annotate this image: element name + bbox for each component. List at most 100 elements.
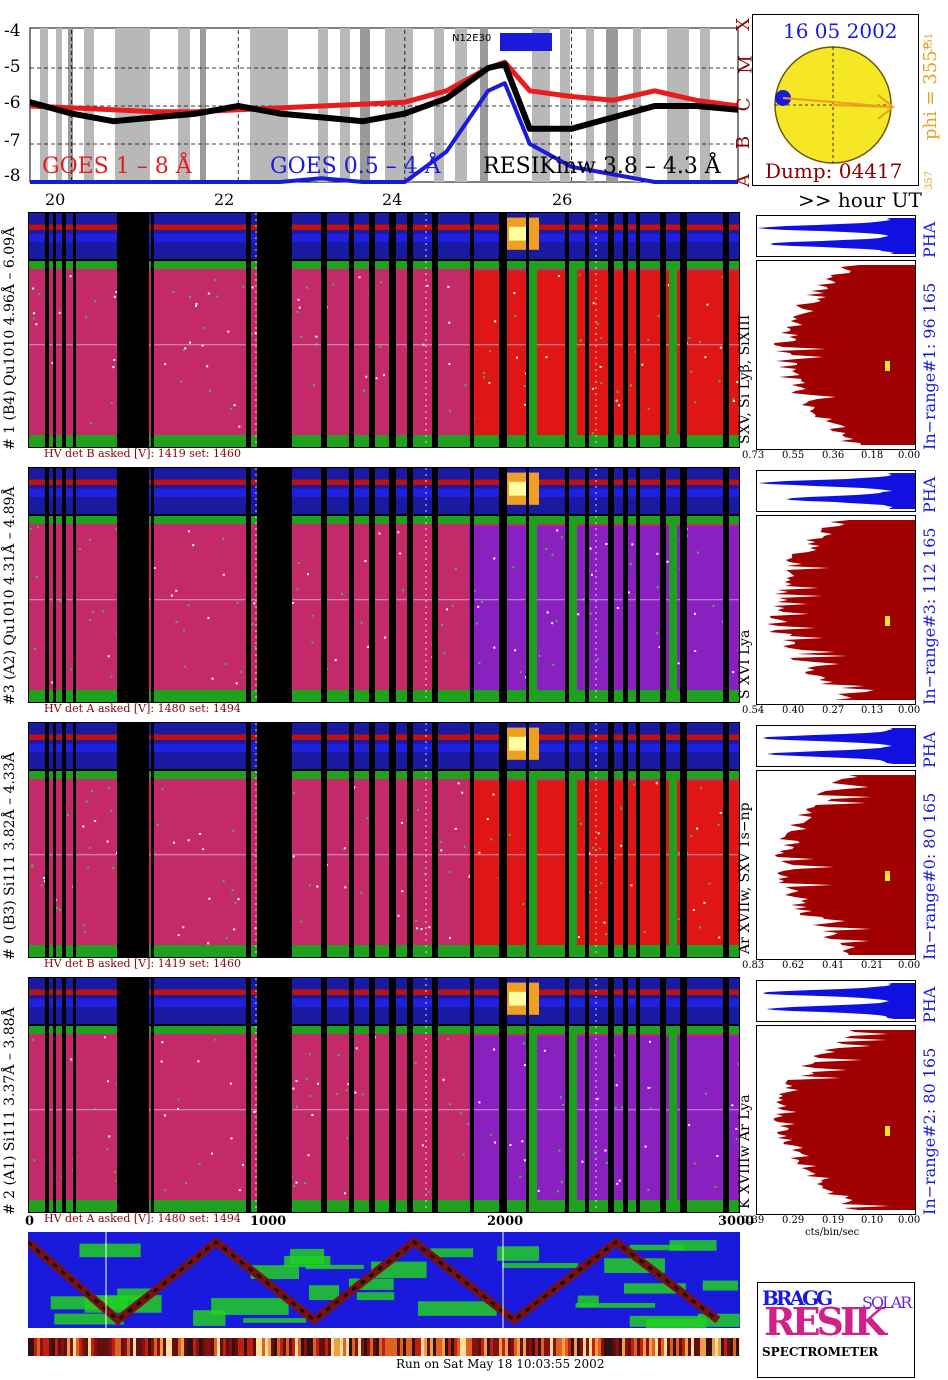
spectrogram-edge (29, 261, 739, 269)
colorbar-segment (34, 1338, 37, 1356)
spectrogram-speckle (615, 399, 618, 402)
data-gap (585, 516, 589, 702)
data-gap (53, 771, 56, 957)
colorbar-segment (475, 1338, 478, 1356)
colorbar-segment (58, 1338, 61, 1356)
data-gap (565, 468, 569, 514)
colorbar-segment (298, 1338, 301, 1356)
colorbar-segment (664, 1338, 667, 1356)
data-gap (723, 771, 729, 957)
hist-unit-label: cts/bin/sec (805, 1227, 860, 1238)
colorbar-segment (421, 1338, 424, 1356)
spectrogram-speckle (605, 1161, 608, 1164)
spectrogram-speckle (107, 655, 110, 658)
colorbar-segment (139, 1338, 142, 1356)
orbit-blob (50, 1296, 128, 1310)
spectrogram-speckle (451, 604, 454, 607)
spectrogram-speckle (344, 886, 347, 889)
spectrogram-speckle (378, 532, 381, 535)
resik-logo: BRAGG RESIK SOLAR SPECTROMETER (757, 1282, 915, 1378)
colorbar-segment (490, 1338, 493, 1356)
colorbar-segment (667, 1338, 670, 1356)
spectrogram-speckle (106, 1148, 109, 1151)
class-m: M (735, 55, 757, 74)
data-gap (246, 516, 251, 702)
goes-long-line (29, 59, 739, 115)
data-gap (660, 1026, 666, 1212)
spectrogram-speckle (185, 1182, 188, 1185)
colorbar-segment (472, 1338, 475, 1356)
data-gap (133, 213, 137, 259)
data-gap (623, 1026, 628, 1212)
colorbar-segment (544, 1338, 547, 1356)
spectrogram-speckle (696, 827, 699, 830)
data-gap (608, 771, 614, 957)
data-gap (565, 771, 569, 957)
spectrogram-speckle (397, 914, 400, 917)
data-gap (45, 213, 49, 259)
spectrogram-speckle (317, 1082, 320, 1085)
spectrogram-speckle (477, 605, 480, 608)
data-gap (389, 213, 396, 259)
colorbar-segment (445, 1338, 448, 1356)
eclipse-band (250, 28, 288, 182)
pha-histogram-plot (757, 218, 915, 254)
line-histogram-fill (774, 775, 915, 955)
data-gap (499, 1026, 507, 1212)
colorbar-segment (676, 1338, 679, 1356)
spectrogram-speckle (56, 906, 59, 909)
spectrogram-speckle (229, 1082, 232, 1085)
spectrogram-speckle (600, 337, 603, 340)
spectrogram-speckle (524, 676, 527, 679)
spectrogram-speckle (305, 1077, 308, 1080)
orbit-blob (284, 1256, 331, 1268)
colorbar-segment (502, 1338, 505, 1356)
data-gap (432, 723, 438, 769)
colorbar-segment (628, 1338, 631, 1356)
spectrogram-speckle (523, 1064, 526, 1067)
data-gap (636, 771, 640, 957)
spectrogram-edge (29, 945, 739, 957)
data-gap (369, 261, 375, 447)
colorbar-segment (355, 1338, 358, 1356)
data-gap (389, 723, 396, 769)
data-gap (62, 723, 66, 769)
data-gap (62, 213, 66, 259)
spectrogram-speckle (560, 536, 563, 539)
colorbar-segment (568, 1338, 571, 1356)
data-gap (151, 213, 154, 259)
spectrogram-speckle (514, 315, 517, 318)
colorbar-segment (721, 1338, 724, 1356)
data-gap (321, 1026, 327, 1212)
spectrogram-speckle (210, 1152, 213, 1155)
spectrogram-speckle (516, 356, 519, 359)
data-gap (565, 213, 569, 259)
spectrogram-main (28, 1025, 740, 1213)
data-gap (257, 468, 292, 514)
spectrogram-speckle (51, 681, 54, 684)
spectrogram-speckle (524, 372, 527, 375)
spectrogram-speckle (649, 1107, 652, 1110)
colorbar-segment (715, 1338, 718, 1356)
colorbar-segment (256, 1338, 259, 1356)
class-a: A (733, 174, 754, 187)
spectrogram-speckle (489, 350, 492, 353)
data-gap (73, 468, 76, 514)
spectrogram-speckle (91, 611, 94, 614)
colorbar-segment (277, 1338, 280, 1356)
spectrogram-speckle (358, 276, 361, 279)
spectrogram-speckle (551, 622, 554, 625)
spectrogram-active-region (469, 1036, 739, 1202)
colorbar-segment (115, 1338, 118, 1356)
colorbar-segment (709, 1338, 712, 1356)
spectrogram-speckle (114, 1171, 117, 1174)
data-gap (151, 978, 154, 1024)
spectrogram-speckle (292, 791, 295, 794)
spectrogram-speckle (693, 612, 696, 615)
spectrogram-speckle (362, 389, 365, 392)
colorbar-segment (283, 1338, 286, 1356)
colorbar-segment (598, 1338, 601, 1356)
colorbar-segment (418, 1338, 421, 1356)
bottom-xtick-1000: 1000 (250, 1214, 287, 1229)
data-gap (389, 978, 396, 1024)
